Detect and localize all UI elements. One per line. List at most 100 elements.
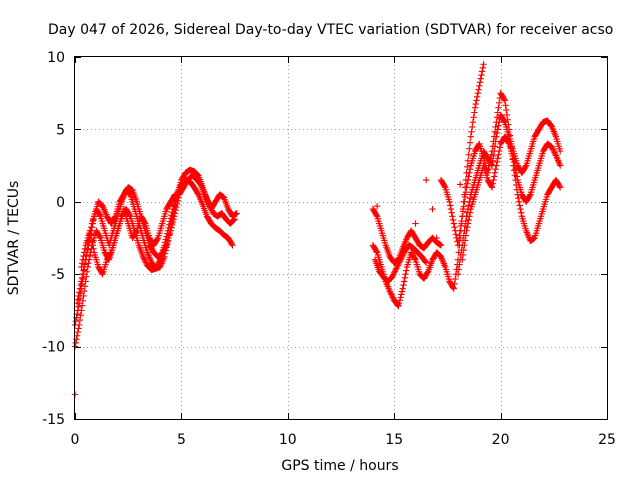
data-point (549, 146, 557, 153)
data-point (74, 296, 82, 303)
y-tick-label: 10 (47, 50, 65, 66)
data-point (205, 201, 213, 208)
data-point (469, 118, 477, 126)
data-point (159, 250, 166, 258)
data-point (167, 227, 174, 234)
data-point (456, 181, 464, 188)
y-tick-label: -10 (42, 340, 65, 356)
data-point (80, 252, 87, 260)
data-point (466, 194, 474, 202)
data-point (505, 139, 512, 146)
data-point (510, 158, 518, 166)
data-point (485, 166, 492, 173)
data-point (471, 109, 478, 116)
data-point (140, 255, 148, 262)
data-point (452, 275, 459, 283)
data-point (456, 261, 463, 268)
data-point (467, 133, 475, 140)
data-point (464, 223, 471, 231)
data-point (75, 325, 82, 332)
data-point (229, 217, 237, 224)
data-point (207, 204, 214, 211)
data-point (478, 71, 485, 79)
data-point (478, 68, 486, 75)
data-point (495, 99, 503, 107)
data-point (401, 274, 409, 282)
data-point (80, 267, 87, 274)
data-point (78, 260, 86, 267)
data-point (447, 205, 455, 213)
data-point (399, 285, 406, 292)
data-point (398, 253, 406, 261)
data-point (488, 161, 495, 168)
data-point (466, 209, 474, 216)
data-point (81, 245, 89, 253)
data-point (429, 205, 436, 213)
data-point (446, 198, 453, 205)
data-point (526, 192, 533, 199)
data-point (472, 100, 479, 108)
data-point (511, 162, 518, 169)
data-point (393, 265, 400, 272)
data-point (491, 173, 498, 180)
data-point (556, 184, 564, 191)
data-point (78, 274, 86, 282)
data-point (495, 104, 502, 111)
data-point (493, 133, 500, 140)
data-point (168, 221, 176, 229)
data-point (231, 215, 238, 223)
y-axis-label: SDTVAR / TECUs (6, 181, 22, 296)
data-point (172, 207, 179, 214)
data-point (86, 227, 94, 234)
data-point (162, 243, 169, 250)
data-point (495, 122, 502, 129)
data-point (96, 233, 104, 240)
data-point (462, 188, 470, 196)
data-point (90, 245, 97, 253)
data-point (395, 299, 403, 307)
data-point (75, 303, 82, 310)
data-point (522, 163, 529, 171)
y-tick-label: -15 (42, 412, 65, 428)
data-point (169, 218, 177, 226)
data-point (77, 312, 84, 319)
data-point (79, 297, 87, 304)
data-point (449, 213, 456, 220)
data-point (233, 210, 240, 217)
data-point (475, 86, 482, 93)
data-point (167, 215, 174, 222)
data-point (474, 90, 482, 97)
data-point (437, 242, 445, 249)
data-point (395, 302, 402, 310)
data-point (88, 234, 95, 242)
y-tick-label: 0 (56, 195, 65, 211)
data-point (510, 155, 517, 162)
data-point (494, 126, 501, 133)
data-point (503, 106, 510, 114)
data-point (496, 144, 504, 151)
data-point (89, 220, 96, 227)
data-point (460, 203, 467, 210)
data-point (491, 169, 499, 177)
data-point (228, 240, 235, 248)
data-point (517, 209, 525, 216)
data-point (399, 252, 406, 259)
data-point (78, 263, 85, 271)
data-point (389, 294, 396, 301)
data-point (78, 302, 86, 309)
data-point (207, 205, 215, 213)
data-point (463, 227, 470, 234)
data-point (398, 291, 405, 298)
data-point (78, 278, 85, 285)
data-point (422, 258, 429, 265)
data-point (206, 202, 213, 210)
data-point (447, 202, 454, 209)
data-point (111, 214, 118, 221)
data-point (72, 339, 79, 347)
x-tick-labels: 0 5 10 15 20 25 (71, 432, 616, 448)
data-point (81, 249, 88, 256)
data-point (452, 231, 460, 238)
data-point (490, 176, 497, 184)
data-point (552, 150, 559, 158)
data-point (74, 328, 82, 336)
